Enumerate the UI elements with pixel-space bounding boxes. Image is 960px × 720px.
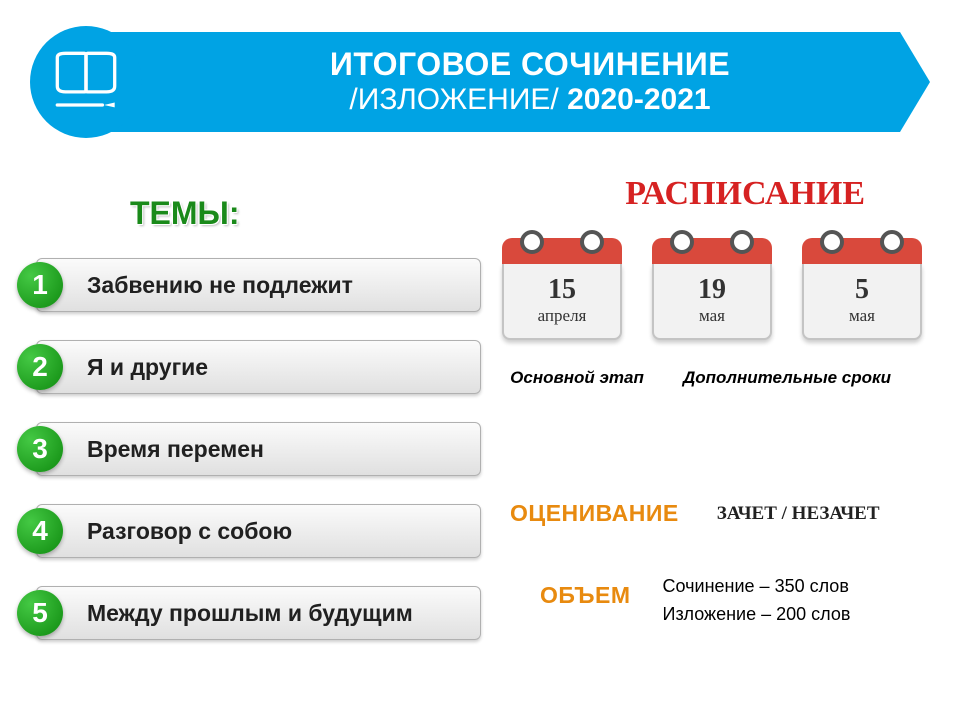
calendar-header-strip <box>502 238 622 264</box>
calendar-body: 15 апреля <box>502 264 622 340</box>
volume-row: ОБЪЕМ Сочинение – 350 слов Изложение – 2… <box>540 572 850 628</box>
banner-text: ИТОГОВОЕ СОЧИНЕНИЕ /ИЗЛОЖЕНИЕ/ 2020-2021 <box>220 46 840 117</box>
calendar-day: 5 <box>808 274 916 306</box>
calendar-header-strip <box>652 238 772 264</box>
grading-row: ОЦЕНИВАНИЕ ЗАЧЕТ / НЕЗАЧЕТ <box>510 500 880 527</box>
volume-essay: Сочинение – 350 слов <box>663 572 851 600</box>
calendar-body: 5 мая <box>802 264 922 340</box>
topic-label: Время перемен <box>87 436 264 463</box>
book-pen-icon <box>30 26 142 138</box>
calendars-row: 15 апреля 19 мая 5 мая <box>502 238 922 340</box>
volume-values: Сочинение – 350 слов Изложение – 200 сло… <box>663 572 851 628</box>
topic-item: 2 Я и другие <box>36 340 481 394</box>
calendar-month: апреля <box>508 306 616 326</box>
topic-number-badge: 3 <box>17 426 63 472</box>
volume-statement: Изложение – 200 слов <box>663 600 851 628</box>
calendar-card: 15 апреля <box>502 238 622 340</box>
calendar-day: 19 <box>658 274 766 306</box>
topic-label: Разговор с собою <box>87 518 292 545</box>
calendar-body: 19 мая <box>652 264 772 340</box>
topic-number-badge: 1 <box>17 262 63 308</box>
topic-number-badge: 2 <box>17 344 63 390</box>
banner-title: ИТОГОВОЕ СОЧИНЕНИЕ <box>220 46 840 83</box>
banner-subtitle-prefix: /ИЗЛОЖЕНИЕ/ <box>349 83 567 116</box>
banner: ИТОГОВОЕ СОЧИНЕНИЕ /ИЗЛОЖЕНИЕ/ 2020-2021 <box>30 32 930 132</box>
topic-label: Между прошлым и будущим <box>87 600 413 627</box>
topic-number-badge: 5 <box>17 590 63 636</box>
calendar-card: 5 мая <box>802 238 922 340</box>
calendar-labels: Основной этап Дополнительные сроки <box>502 368 922 388</box>
extra-dates-label: Дополнительные сроки <box>652 368 922 388</box>
calendar-day: 15 <box>508 274 616 306</box>
banner-year: 2020-2021 <box>567 83 710 116</box>
calendar-card: 19 мая <box>652 238 772 340</box>
topic-item: 3 Время перемен <box>36 422 481 476</box>
volume-label: ОБЪЕМ <box>540 582 631 609</box>
schedule-heading: РАСПИСАНИЕ <box>625 175 865 213</box>
calendar-month: мая <box>658 306 766 326</box>
grading-value: ЗАЧЕТ / НЕЗАЧЕТ <box>717 503 880 525</box>
topic-number-badge: 4 <box>17 508 63 554</box>
topic-label: Забвению не подлежит <box>87 272 353 299</box>
topics-list: 1 Забвению не подлежит 2 Я и другие 3 Вр… <box>36 258 481 668</box>
main-stage-label: Основной этап <box>502 368 652 388</box>
topic-label: Я и другие <box>87 354 208 381</box>
topics-heading: ТЕМЫ: <box>130 195 240 232</box>
topic-item: 5 Между прошлым и будущим <box>36 586 481 640</box>
banner-subtitle: /ИЗЛОЖЕНИЕ/ 2020-2021 <box>220 83 840 117</box>
topic-item: 4 Разговор с собою <box>36 504 481 558</box>
calendar-header-strip <box>802 238 922 264</box>
grading-label: ОЦЕНИВАНИЕ <box>510 500 679 527</box>
calendar-month: мая <box>808 306 916 326</box>
topic-item: 1 Забвению не подлежит <box>36 258 481 312</box>
